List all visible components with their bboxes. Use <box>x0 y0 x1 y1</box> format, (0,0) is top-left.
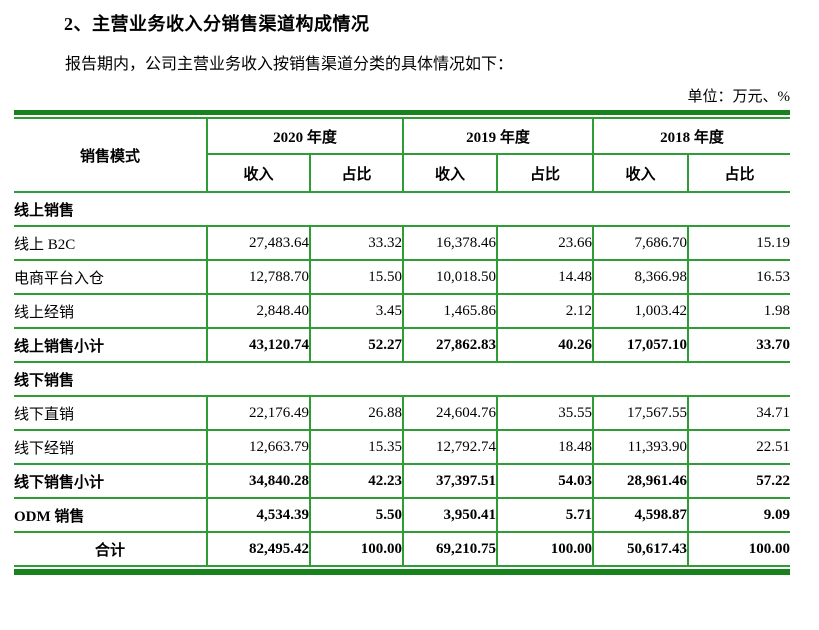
cell-value: 34,840.28 <box>206 463 311 499</box>
row-label: 线上销售小计 <box>14 327 208 363</box>
section-heading: 2、主营业务收入分销售渠道构成情况 <box>64 14 370 34</box>
row-label: 合计 <box>14 531 208 567</box>
cell-value: 12,792.74 <box>402 429 499 465</box>
cell-value: 27,862.83 <box>402 327 499 363</box>
subheader-share-2018: 占比 <box>687 153 791 193</box>
table-row-online-section: 线上销售 <box>14 191 791 227</box>
table-row-odm: ODM 销售 4,534.39 5.50 3,950.41 5.71 4,598… <box>14 497 791 533</box>
cell-value: 3.45 <box>308 293 405 329</box>
document-page: 2、主营业务收入分销售渠道构成情况 报告期内，公司主营业务收入按销售渠道分类的具… <box>0 12 819 630</box>
cell-value: 10,018.50 <box>402 259 499 295</box>
table-body: 线上销售 线上 B2C 27,483.64 33.32 16,378.46 23… <box>14 191 791 567</box>
col-header-year-2018: 2018 年度 <box>592 117 791 155</box>
cell-value: 2,848.40 <box>206 293 311 329</box>
row-label: ODM 销售 <box>14 497 208 533</box>
cell-value: 40.26 <box>496 327 595 363</box>
cell-value: 33.32 <box>308 225 405 261</box>
subheader-revenue-2020: 收入 <box>207 153 311 193</box>
cell-value: 24,604.76 <box>402 395 499 431</box>
cell-value: 12,663.79 <box>206 429 311 465</box>
cell-value: 82,495.42 <box>206 531 311 567</box>
unit-note: 单位：万元、% <box>687 89 791 105</box>
table-row-offline-distribution: 线下经销 12,663.79 15.35 12,792.74 18.48 11,… <box>14 429 791 465</box>
cell-value: 43,120.74 <box>206 327 311 363</box>
table-top-bar <box>14 110 790 115</box>
cell-value: 1,465.86 <box>402 293 499 329</box>
row-label: 线上经销 <box>14 293 208 329</box>
header-metric-row: 收入 占比 收入 占比 收入 占比 <box>14 153 791 193</box>
cell-value: 9.09 <box>687 497 791 533</box>
cell-value: 7,686.70 <box>592 225 690 261</box>
table-bottom-bar <box>14 569 790 575</box>
table-row-online-b2c: 线上 B2C 27,483.64 33.32 16,378.46 23.66 7… <box>14 225 791 261</box>
cell-value: 100.00 <box>496 531 595 567</box>
cell-value: 15.50 <box>308 259 405 295</box>
cell-value: 26.88 <box>308 395 405 431</box>
table-row-offline-direct: 线下直销 22,176.49 26.88 24,604.76 35.55 17,… <box>14 395 791 431</box>
cell-value: 15.35 <box>308 429 405 465</box>
table-header: 销售模式 2020 年度 2019 年度 2018 年度 收入 占比 收入 占比… <box>14 117 791 193</box>
cell-value: 28,961.46 <box>592 463 690 499</box>
cell-value: 16,378.46 <box>402 225 499 261</box>
cell-value: 4,598.87 <box>592 497 690 533</box>
cell-value: 1.98 <box>687 293 791 329</box>
subheader-share-2020: 占比 <box>308 153 405 193</box>
revenue-table-container: 销售模式 2020 年度 2019 年度 2018 年度 收入 占比 收入 占比… <box>14 110 791 575</box>
row-label: 电商平台入仓 <box>14 259 208 295</box>
table-row-total: 合计 82,495.42 100.00 69,210.75 100.00 50,… <box>14 531 791 567</box>
table-row-offline-subtotal: 线下销售小计 34,840.28 42.23 37,397.51 54.03 2… <box>14 463 791 499</box>
cell-value: 2.12 <box>496 293 595 329</box>
row-label: 线下经销 <box>14 429 208 465</box>
cell-value: 16.53 <box>687 259 791 295</box>
intro-paragraph: 报告期内，公司主营业务收入按销售渠道分类的具体情况如下： <box>65 56 514 73</box>
cell-value: 54.03 <box>496 463 595 499</box>
row-label: 线上销售 <box>14 191 791 227</box>
cell-value: 1,003.42 <box>592 293 690 329</box>
cell-value: 22,176.49 <box>206 395 311 431</box>
cell-value: 35.55 <box>496 395 595 431</box>
cell-value: 27,483.64 <box>206 225 311 261</box>
cell-value: 8,366.98 <box>592 259 690 295</box>
cell-value: 22.51 <box>687 429 791 465</box>
row-label: 线下直销 <box>14 395 208 431</box>
cell-value: 17,057.10 <box>592 327 690 363</box>
cell-value: 18.48 <box>496 429 595 465</box>
row-label: 线上 B2C <box>14 225 208 261</box>
row-label: 线下销售 <box>14 361 791 397</box>
col-header-year-2019: 2019 年度 <box>402 117 595 155</box>
cell-value: 23.66 <box>496 225 595 261</box>
revenue-by-channel-table: 销售模式 2020 年度 2019 年度 2018 年度 收入 占比 收入 占比… <box>14 117 791 567</box>
cell-value: 52.27 <box>308 327 405 363</box>
cell-value: 69,210.75 <box>402 531 499 567</box>
table-row-offline-section: 线下销售 <box>14 361 791 397</box>
cell-value: 15.19 <box>687 225 791 261</box>
header-year-row: 销售模式 2020 年度 2019 年度 2018 年度 <box>14 117 791 193</box>
subheader-revenue-2018: 收入 <box>592 153 690 193</box>
cell-value: 57.22 <box>687 463 791 499</box>
cell-value: 5.50 <box>308 497 405 533</box>
col-header-year-2020: 2020 年度 <box>205 117 405 155</box>
subheader-revenue-2019: 收入 <box>402 153 499 193</box>
cell-value: 34.71 <box>687 395 791 431</box>
cell-value: 5.71 <box>496 497 595 533</box>
cell-value: 14.48 <box>496 259 595 295</box>
cell-value: 4,534.39 <box>206 497 311 533</box>
row-label: 线下销售小计 <box>14 463 208 499</box>
cell-value: 33.70 <box>687 327 791 363</box>
cell-value: 37,397.51 <box>402 463 499 499</box>
cell-value: 50,617.43 <box>592 531 690 567</box>
cell-value: 17,567.55 <box>592 395 690 431</box>
cell-value: 3,950.41 <box>402 497 499 533</box>
table-row-ecommerce-warehouse: 电商平台入仓 12,788.70 15.50 10,018.50 14.48 8… <box>14 259 791 295</box>
cell-value: 12,788.70 <box>206 259 311 295</box>
table-row-online-distribution: 线上经销 2,848.40 3.45 1,465.86 2.12 1,003.4… <box>14 293 791 329</box>
cell-value: 42.23 <box>308 463 405 499</box>
subheader-share-2019: 占比 <box>496 153 595 193</box>
cell-value: 100.00 <box>687 531 791 567</box>
table-row-online-subtotal: 线上销售小计 43,120.74 52.27 27,862.83 40.26 1… <box>14 327 791 363</box>
cell-value: 100.00 <box>308 531 405 567</box>
col-header-sales-mode: 销售模式 <box>14 117 208 193</box>
cell-value: 11,393.90 <box>592 429 690 465</box>
